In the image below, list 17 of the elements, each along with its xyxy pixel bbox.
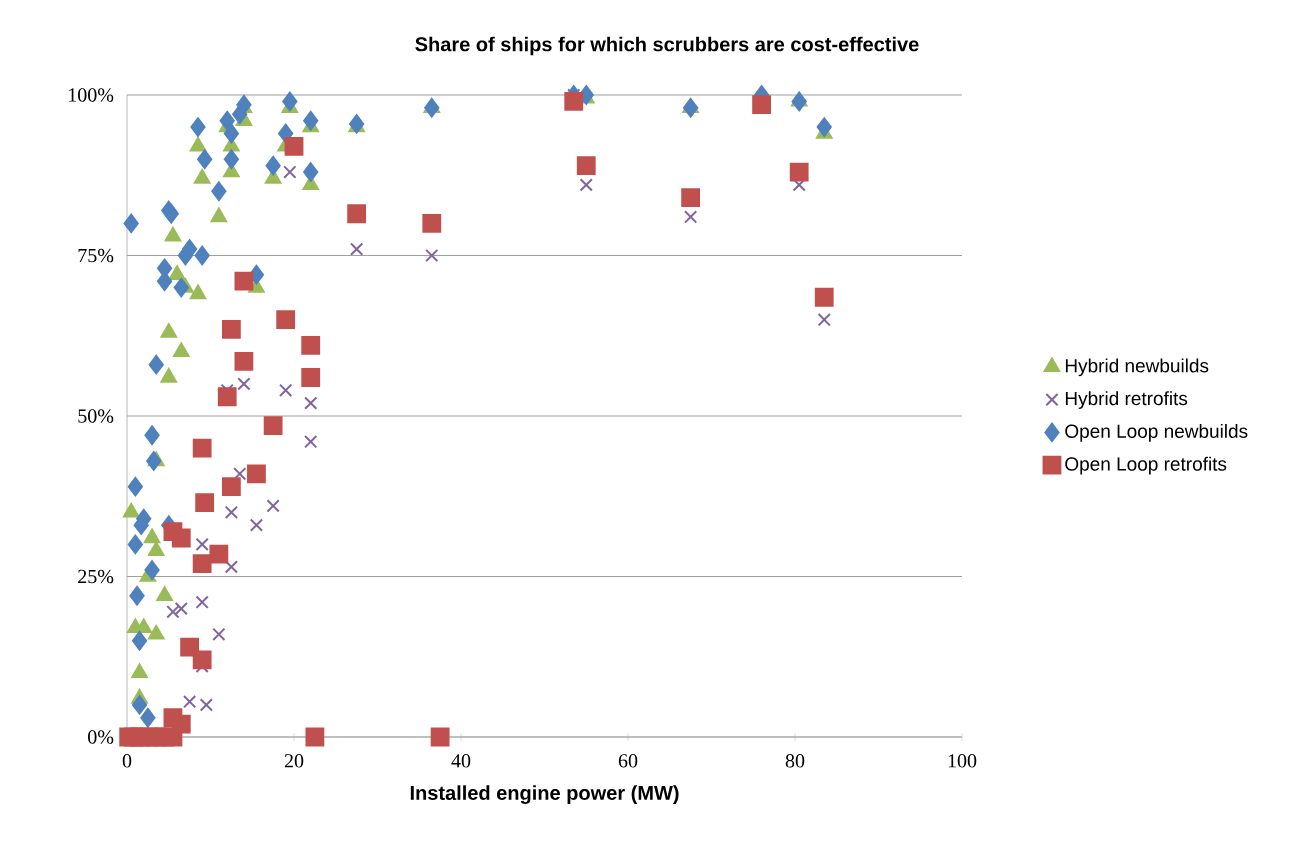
x-tick-label: 100 — [948, 754, 977, 768]
chart-title: Share of ships for which scrubbers are cost-effective — [415, 36, 919, 56]
y-tick-label: 75% — [78, 248, 114, 263]
legend-label: Open Loop newbuilds — [1065, 424, 1248, 442]
legend-label: Hybrid retrofits — [1065, 391, 1188, 409]
x-tick-label: 60 — [618, 754, 638, 768]
y-tick-label: 25% — [78, 569, 114, 584]
y-tick-label: 50% — [78, 409, 114, 423]
legend-label: Open Loop retrofits — [1065, 456, 1227, 475]
x-tick-label: 0 — [122, 754, 132, 768]
y-tick-label: 100% — [69, 88, 114, 102]
legend-label: Hybrid newbuilds — [1065, 358, 1209, 377]
x-tick-label: 80 — [785, 754, 805, 768]
x-axis-title: Installed engine power (MW) — [410, 785, 679, 805]
x-tick-label: 20 — [284, 754, 304, 768]
y-tick-label: 0% — [88, 730, 114, 744]
x-tick-label: 40 — [451, 754, 471, 768]
